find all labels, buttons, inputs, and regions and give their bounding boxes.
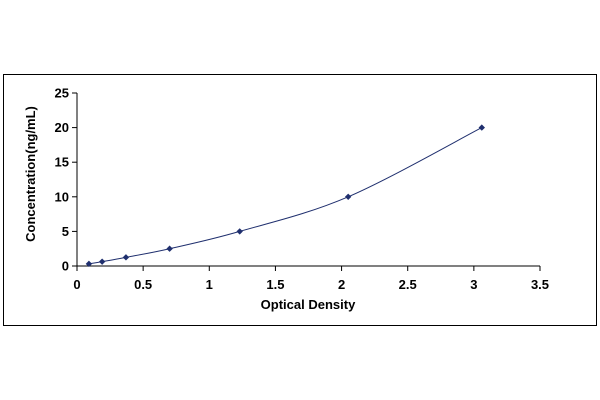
x-tick-label: 2 [338,277,345,292]
x-tick-label: 1 [206,277,213,292]
data-point-marker [98,258,106,265]
data-point-marker [85,260,93,268]
y-tick-label: 15 [55,155,69,170]
y-tick-label: 0 [62,259,69,274]
data-point-marker [344,193,352,200]
data-point-marker [478,124,485,131]
x-tick-label: 1.5 [266,277,284,292]
x-tick-label: 3 [470,277,477,292]
y-tick-label: 10 [55,189,69,204]
data-point-marker [166,245,173,252]
y-tick-label: 5 [62,224,69,239]
data-point-marker [236,228,243,235]
x-axis-label: Optical Density [261,297,356,312]
x-tick-label: 0.5 [134,277,152,292]
chart-frame [3,74,597,326]
x-tick-label: 0 [73,277,80,292]
y-tick-label: 25 [55,86,69,101]
x-tick-label: 3.5 [531,277,549,292]
y-axis-label: Concentration(ng/mL) [23,106,38,242]
fit-curve-line [88,127,483,265]
y-tick-label: 20 [55,120,69,135]
data-point-marker [122,254,130,261]
x-tick-label: 2.5 [399,277,417,292]
